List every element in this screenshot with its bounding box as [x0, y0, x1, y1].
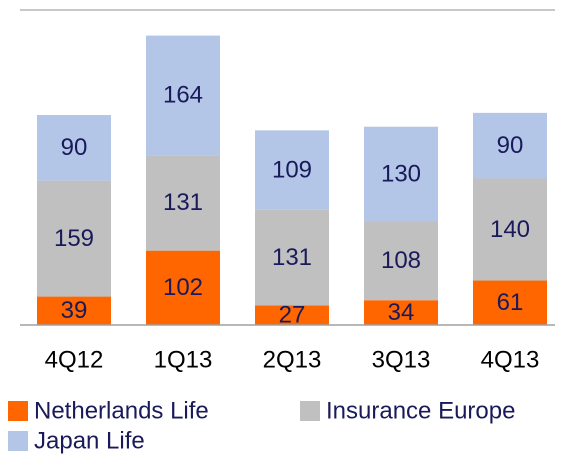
bar-segment — [364, 126, 438, 222]
x-tick-label: 4Q12 — [45, 346, 104, 373]
bar-segment — [364, 221, 438, 301]
value-label: 102 — [163, 274, 203, 301]
legend-swatch — [8, 431, 28, 451]
bar-segment — [473, 112, 547, 179]
bar-segment — [255, 209, 329, 306]
bar-segment — [37, 180, 111, 297]
x-tick-label: 1Q13 — [154, 346, 213, 373]
value-label: 61 — [497, 289, 524, 316]
value-label: 164 — [163, 82, 203, 109]
value-label: 130 — [381, 160, 421, 187]
value-label: 90 — [497, 132, 524, 159]
bar-segment — [473, 280, 547, 325]
legend-swatch — [300, 401, 320, 421]
bar-segment — [473, 178, 547, 281]
bar-segment — [37, 115, 111, 181]
bar-segment — [146, 250, 220, 325]
value-label: 131 — [272, 244, 312, 271]
bar-segment — [37, 296, 111, 325]
legend-label: Japan Life — [34, 427, 145, 454]
legend-swatch — [8, 401, 28, 421]
value-label: 90 — [61, 134, 88, 161]
value-label: 27 — [279, 302, 306, 329]
legend-label: Netherlands Life — [34, 397, 209, 424]
legend-label: Insurance Europe — [326, 397, 515, 424]
value-label: 131 — [163, 189, 203, 216]
bar-segment — [146, 155, 220, 251]
bar-segment — [255, 130, 329, 210]
bar-segment — [146, 35, 220, 156]
value-label: 109 — [272, 156, 312, 183]
x-tick-label: 3Q13 — [372, 346, 431, 373]
value-label: 140 — [490, 216, 530, 243]
bar-segment — [255, 305, 329, 325]
value-label: 39 — [61, 297, 88, 324]
value-label: 34 — [388, 299, 415, 326]
x-tick-label: 4Q13 — [481, 346, 540, 373]
bar-segment — [364, 300, 438, 325]
x-tick-label: 2Q13 — [263, 346, 322, 373]
value-label: 159 — [54, 225, 94, 252]
value-label: 108 — [381, 247, 421, 274]
